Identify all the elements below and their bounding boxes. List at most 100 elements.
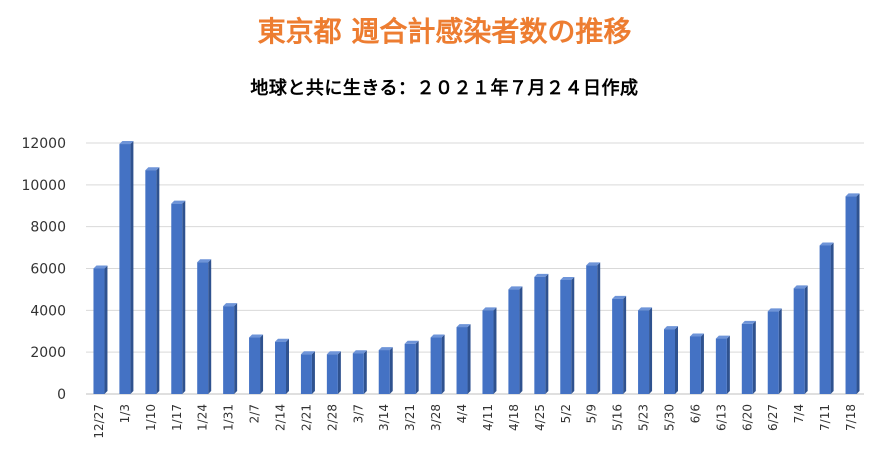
x-tick-label: 4/25 — [533, 404, 547, 431]
bar — [534, 273, 549, 394]
bar — [378, 347, 393, 394]
bar — [352, 350, 367, 394]
bar — [612, 295, 627, 394]
bar-top — [845, 193, 860, 197]
bar — [586, 262, 601, 394]
chart-subtitle: 地球と共に生きる：２０２１年７月２４日作成 — [250, 78, 639, 99]
bar-top — [767, 308, 782, 312]
bar-side — [856, 193, 860, 394]
bar — [819, 242, 834, 394]
bar-top — [430, 334, 445, 338]
bar-top — [689, 333, 704, 337]
x-tick-label: 4/11 — [481, 404, 495, 431]
bar-top — [715, 335, 730, 339]
bar — [845, 193, 860, 394]
bar-front — [404, 343, 416, 394]
bar-top — [145, 167, 160, 171]
bar — [93, 265, 108, 394]
bar — [249, 334, 264, 394]
bar-side — [545, 273, 549, 394]
bar-side — [675, 326, 678, 394]
bar-top — [612, 295, 627, 299]
bar-top — [586, 262, 601, 266]
bar-front — [715, 338, 727, 394]
bar-front — [378, 350, 390, 394]
bar-side — [363, 350, 367, 394]
x-tick-label: 3/7 — [351, 404, 365, 423]
bar-side — [208, 259, 212, 394]
bar — [741, 320, 756, 394]
bar-front — [560, 280, 572, 394]
chart-title: 東京都 週合計感染者数の推移 — [257, 15, 632, 48]
y-tick-label: 4000 — [30, 303, 66, 319]
bar-side — [415, 340, 419, 394]
x-tick-label: 6/6 — [688, 404, 702, 423]
bar-front — [275, 341, 286, 394]
bar-top — [819, 242, 834, 246]
bar-side — [571, 277, 575, 394]
bar — [145, 167, 160, 394]
x-tick-label: 5/16 — [611, 404, 625, 431]
bar-front — [171, 203, 183, 394]
bar — [456, 324, 471, 394]
x-tick-label: 7/4 — [792, 404, 806, 423]
x-tick-label: 3/21 — [403, 404, 417, 431]
bar-top — [300, 351, 315, 355]
x-tick-label: 1/31 — [222, 404, 236, 431]
bar — [689, 333, 704, 394]
bar-front — [767, 311, 779, 394]
bar-front — [482, 310, 494, 394]
bar-front — [664, 329, 675, 394]
bar-top — [119, 141, 134, 145]
bar-top — [741, 320, 756, 324]
bar-side — [597, 262, 601, 394]
bar-side — [234, 303, 238, 394]
x-tick-label: 6/20 — [740, 404, 754, 431]
bar-front — [508, 289, 520, 394]
bar-top — [275, 338, 289, 342]
bar-top — [456, 324, 471, 328]
x-tick-label: 2/7 — [248, 404, 262, 423]
x-tick-label: 4/4 — [455, 404, 469, 423]
bar — [508, 286, 523, 394]
bar — [638, 307, 653, 394]
x-tick-label: 12/27 — [92, 404, 106, 439]
bar-front — [300, 354, 312, 394]
bar — [767, 308, 782, 394]
bar-front — [430, 337, 442, 394]
bar — [223, 303, 238, 394]
bar-front — [689, 336, 701, 394]
bar-side — [726, 335, 730, 394]
bar-top — [793, 285, 808, 289]
bar-front — [249, 337, 261, 394]
x-tick-label: 1/17 — [170, 404, 184, 431]
bar-side — [104, 265, 108, 394]
bar — [275, 338, 289, 394]
bar — [404, 340, 419, 394]
x-tick-label: 6/27 — [766, 404, 780, 431]
bar-side — [778, 308, 782, 394]
bar-top — [326, 351, 341, 355]
x-tick-label: 2/28 — [325, 404, 339, 431]
x-tick-label: 5/2 — [559, 404, 573, 423]
bar-side — [311, 351, 315, 394]
bar-top — [197, 259, 212, 263]
x-tick-label: 1/3 — [118, 404, 132, 423]
bar-top — [223, 303, 238, 307]
y-tick-label: 2000 — [30, 345, 66, 361]
bar-top — [664, 326, 678, 330]
bar-side — [700, 333, 704, 394]
x-tick-label: 7/18 — [844, 404, 858, 431]
x-tick-label: 3/14 — [377, 404, 391, 431]
bar-side — [519, 286, 523, 394]
y-tick-label: 0 — [57, 387, 66, 403]
x-tick-label: 5/9 — [585, 404, 599, 423]
bar-top — [638, 307, 653, 311]
y-tick-label: 12000 — [21, 136, 66, 152]
x-tick-label: 2/21 — [299, 404, 313, 431]
bar — [430, 334, 445, 394]
bar — [664, 326, 678, 394]
bar-front — [93, 268, 105, 394]
bar-front — [145, 170, 157, 394]
